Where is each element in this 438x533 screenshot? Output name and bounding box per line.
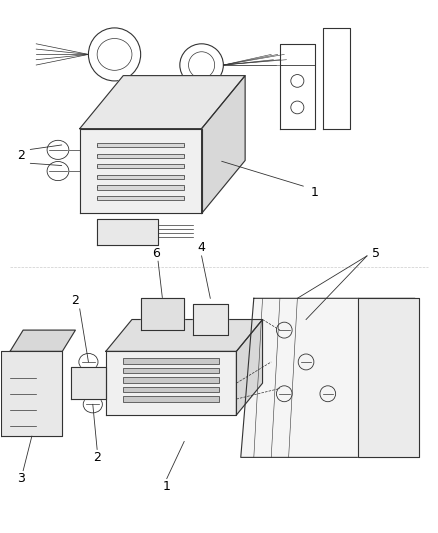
Polygon shape bbox=[358, 298, 419, 457]
Text: 3: 3 bbox=[17, 472, 25, 485]
Text: 1: 1 bbox=[311, 186, 319, 199]
Bar bbox=[97, 175, 184, 179]
FancyBboxPatch shape bbox=[363, 346, 391, 386]
Polygon shape bbox=[237, 319, 262, 415]
Polygon shape bbox=[201, 76, 245, 214]
Polygon shape bbox=[141, 298, 184, 330]
Bar bbox=[123, 387, 219, 392]
Bar bbox=[123, 397, 219, 402]
Text: 2: 2 bbox=[93, 451, 101, 464]
Bar bbox=[123, 368, 219, 373]
Polygon shape bbox=[97, 219, 158, 245]
Polygon shape bbox=[241, 298, 415, 457]
Bar bbox=[97, 185, 184, 190]
Bar bbox=[123, 377, 219, 383]
Polygon shape bbox=[80, 76, 245, 128]
Polygon shape bbox=[106, 319, 262, 351]
Polygon shape bbox=[106, 351, 237, 415]
Polygon shape bbox=[71, 367, 106, 399]
Text: 2: 2 bbox=[71, 294, 79, 308]
Bar bbox=[97, 154, 184, 158]
Polygon shape bbox=[1, 351, 62, 436]
Bar bbox=[97, 164, 184, 168]
Bar bbox=[97, 143, 184, 147]
Polygon shape bbox=[80, 128, 201, 214]
Text: 5: 5 bbox=[372, 247, 380, 260]
Bar bbox=[97, 196, 184, 200]
Text: 1: 1 bbox=[163, 480, 171, 493]
Text: 6: 6 bbox=[152, 247, 160, 260]
Text: 2: 2 bbox=[17, 149, 25, 161]
Bar bbox=[123, 358, 219, 364]
Polygon shape bbox=[10, 330, 75, 351]
Text: 4: 4 bbox=[198, 241, 205, 254]
Polygon shape bbox=[193, 304, 228, 335]
